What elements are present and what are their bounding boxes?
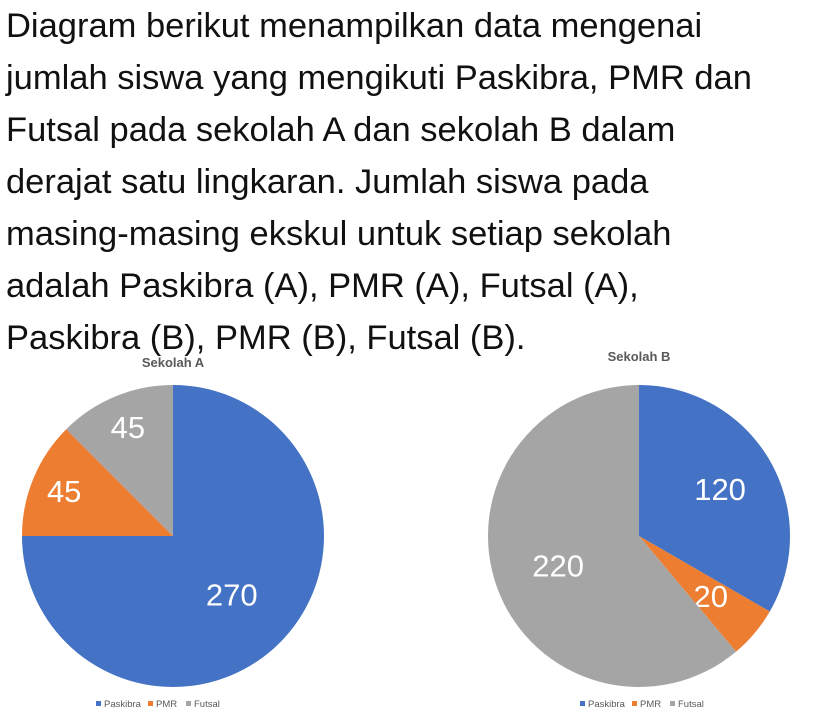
sekolah-b-legend-label-paskibra: Paskibra — [588, 699, 626, 710]
question-line-2: jumlah siswa yang mengikuti Paskibra, PM… — [6, 59, 752, 97]
question-line-3: Futsal pada sekolah A dan sekolah B dala… — [6, 111, 676, 149]
sekolah-b-legend-label-pmr: PMR — [640, 699, 661, 710]
sekolah-a-legend-swatch-pmr — [148, 701, 153, 706]
sekolah-a-legend-swatch-futsal — [186, 701, 191, 706]
sekolah-b-slice-pmr — [639, 536, 770, 652]
question-line-4: derajat satu lingkaran. Jumlah siswa pad… — [6, 163, 649, 201]
sekolah-a-chart-title: Sekolah A — [142, 355, 205, 370]
question-line-6: adalah Paskibra (A), PMR (A), Futsal (A)… — [6, 267, 639, 305]
question-line-7: Paskibra (B), PMR (B), Futsal (B). — [6, 319, 526, 357]
sekolah-a-slice-pmr — [22, 429, 173, 536]
sekolah-a-legend-label-futsal: Futsal — [194, 699, 220, 710]
sekolah-a-legend-label-pmr: PMR — [156, 699, 177, 710]
sekolah-b-legend-label-futsal: Futsal — [678, 699, 704, 710]
question-text: Diagram berikut menampilkan data mengena… — [6, 0, 812, 364]
sekolah-b-slice-paskibra — [639, 385, 790, 612]
sekolah-a-data-label-paskibra: 270 — [206, 578, 258, 613]
sekolah-a-data-label-pmr: 45 — [47, 474, 81, 509]
question-line-5: masing-masing ekskul untuk setiap sekola… — [6, 215, 672, 253]
pie-chart-sekolah-a: Sekolah A 270 45 45 Paskibra PMR Futsal — [22, 355, 324, 710]
sekolah-b-data-label-futsal: 220 — [532, 548, 584, 583]
sekolah-b-legend-swatch-futsal — [670, 701, 675, 706]
sekolah-a-data-label-futsal: 45 — [111, 410, 145, 445]
sekolah-b-legend-swatch-paskibra — [580, 701, 585, 706]
sekolah-b-slice-futsal — [487, 385, 737, 687]
sekolah-a-slice-futsal — [66, 385, 173, 536]
question-line-1: Diagram berikut menampilkan data mengena… — [6, 7, 703, 45]
sekolah-a-legend-label-paskibra: Paskibra — [104, 699, 142, 710]
sekolah-b-chart-title: Sekolah B — [608, 349, 671, 364]
sekolah-b-data-label-paskibra: 120 — [694, 472, 746, 507]
sekolah-b-legend-swatch-pmr — [632, 701, 637, 706]
sekolah-a-legend-swatch-paskibra — [96, 701, 101, 706]
